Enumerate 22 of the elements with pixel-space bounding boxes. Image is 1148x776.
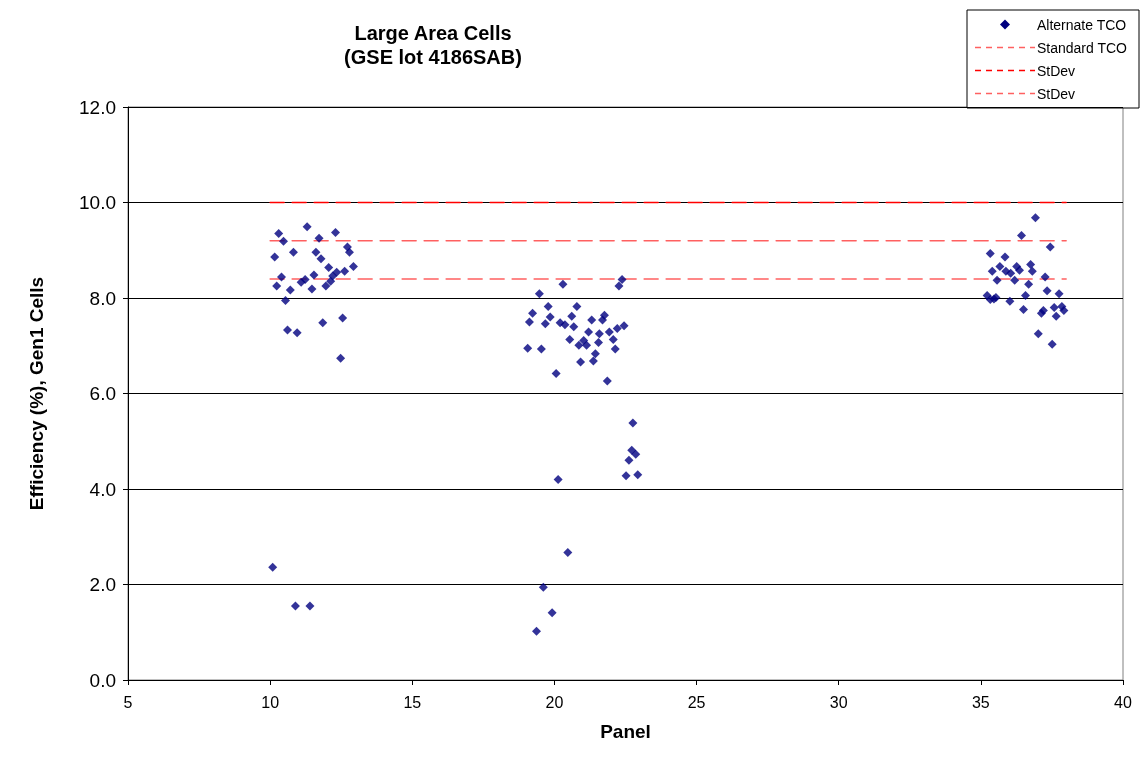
x-tick-label: 40 bbox=[1114, 693, 1132, 711]
chart-title: Large Area Cells (GSE lot 4186SAB) bbox=[344, 22, 522, 68]
legend-label: Standard TCO bbox=[1037, 39, 1128, 56]
y-axis-title: Efficiency (%), Gen1 Cells bbox=[26, 276, 47, 511]
x-tick-label: 5 bbox=[123, 693, 133, 711]
y-tick-label: 8.0 bbox=[89, 287, 116, 309]
y-tick-label: 2.0 bbox=[89, 574, 116, 595]
x-axis-title: Panel bbox=[600, 721, 651, 742]
x-tick-label: 35 bbox=[971, 693, 990, 711]
x-tick-label: 30 bbox=[829, 693, 848, 711]
y-tick-label: 4.0 bbox=[89, 478, 116, 500]
y-tick-label: 0.0 bbox=[89, 669, 116, 691]
legend-label: StDev bbox=[1037, 62, 1076, 79]
x-tick-label: 15 bbox=[403, 693, 422, 711]
x-tick-label: 25 bbox=[687, 693, 706, 711]
x-tick-label: 20 bbox=[545, 693, 564, 711]
legend-label: StDev bbox=[1037, 85, 1076, 102]
legend-label: Alternate TCO bbox=[1037, 16, 1127, 33]
y-tick-label: 6.0 bbox=[89, 383, 116, 404]
y-tick-label: 10.0 bbox=[79, 192, 116, 213]
x-tick-label: 10 bbox=[261, 693, 280, 711]
y-tick-label: 12.0 bbox=[79, 96, 116, 118]
